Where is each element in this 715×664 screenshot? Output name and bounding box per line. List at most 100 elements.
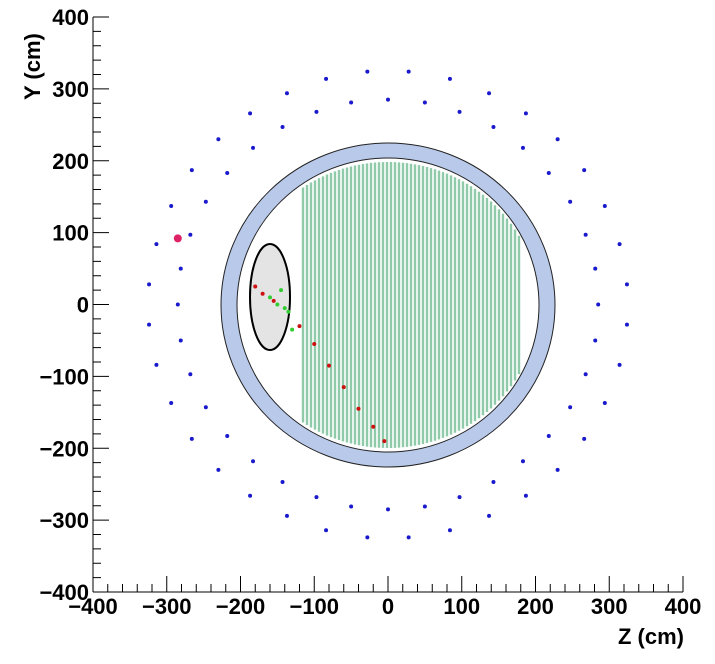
hit-point <box>457 495 462 500</box>
x-tick-label: 400 <box>665 594 702 619</box>
hit-point <box>147 282 152 287</box>
hit-point <box>169 400 174 405</box>
y-tick-label: 400 <box>52 5 89 30</box>
hit-point <box>248 493 253 498</box>
hit-point <box>422 504 427 509</box>
hit-point <box>282 306 287 311</box>
detector-layout <box>220 142 556 468</box>
hit-point <box>555 467 560 472</box>
hit-point <box>365 535 370 540</box>
hit-point <box>487 513 492 518</box>
hit-point <box>216 467 221 472</box>
y-tick-label: 200 <box>52 149 89 174</box>
hit-point <box>487 91 492 96</box>
x-tick-label: −400 <box>68 594 118 619</box>
hit-point <box>312 342 317 347</box>
hit-point <box>324 76 329 81</box>
y-tick-label: −300 <box>39 508 89 533</box>
hit-point <box>260 291 265 296</box>
hit-point <box>382 439 387 444</box>
hit-point <box>154 362 159 367</box>
hit-point <box>371 424 376 429</box>
y-tick-label: 0 <box>77 293 89 318</box>
hit-point <box>154 242 159 247</box>
y-tick-label: −200 <box>39 436 89 461</box>
hit-point <box>447 528 452 533</box>
hit-point <box>447 76 452 81</box>
hit-point <box>602 204 607 209</box>
hit-point <box>188 232 193 237</box>
hit-point <box>324 528 329 533</box>
hit-point <box>189 168 194 173</box>
hit-point <box>523 493 528 498</box>
hit-point <box>386 97 390 102</box>
hit-point <box>617 242 622 247</box>
hit-point <box>216 137 221 142</box>
x-axis-title: Z (cm) <box>618 624 684 649</box>
hit-point <box>593 266 598 271</box>
hit-point <box>624 322 629 327</box>
hit-point <box>406 535 411 540</box>
x-tick-label: −200 <box>216 594 266 619</box>
hit-point <box>546 434 551 439</box>
hit-point <box>225 434 230 439</box>
hit-point <box>280 480 285 485</box>
hit-point <box>491 124 496 129</box>
hit-point <box>251 145 256 150</box>
hit-point <box>173 234 182 243</box>
x-tick-label: 100 <box>443 594 480 619</box>
hit-point <box>284 91 289 96</box>
hit-point <box>225 170 230 175</box>
hit-point <box>271 298 276 303</box>
y-tick-label: 100 <box>52 221 89 246</box>
hit-point <box>286 309 291 314</box>
hit-point <box>602 400 607 405</box>
hit-point <box>546 170 551 175</box>
hit-point <box>356 406 361 411</box>
y-tick-label: −100 <box>39 364 89 389</box>
x-tick-label: −100 <box>289 594 339 619</box>
hit-point <box>386 507 390 512</box>
hit-point <box>457 109 462 114</box>
hit-point <box>178 266 183 271</box>
hit-point <box>147 322 152 327</box>
x-tick-label: 300 <box>591 594 628 619</box>
hit-point <box>248 111 253 116</box>
hit-point <box>189 436 194 441</box>
hit-point <box>568 405 573 410</box>
hit-point <box>491 480 496 485</box>
x-tick-label: 0 <box>382 594 394 619</box>
y-tick-label: 300 <box>52 77 89 102</box>
hit-point <box>175 302 180 307</box>
hit-point <box>523 111 528 116</box>
hit-point <box>203 405 208 410</box>
hit-point <box>582 436 587 441</box>
hit-point <box>596 302 601 307</box>
hit-point <box>520 459 525 464</box>
hit-point <box>349 100 354 105</box>
hit-point <box>422 100 427 105</box>
hit-point <box>253 284 258 289</box>
hit-point <box>583 372 588 377</box>
y-axis-title: Y (cm) <box>20 33 45 100</box>
x-tick-label: −300 <box>142 594 192 619</box>
hit-point <box>280 124 285 129</box>
hit-point <box>169 204 174 209</box>
hit-point <box>406 69 411 74</box>
x-tick-label: 200 <box>517 594 554 619</box>
hit-point <box>617 362 622 367</box>
hit-point <box>275 302 280 307</box>
hit-point <box>203 199 208 204</box>
hit-point <box>593 338 598 343</box>
hit-point <box>583 232 588 237</box>
hit-point <box>624 282 629 287</box>
hit-point <box>314 495 319 500</box>
hit-point <box>365 69 370 74</box>
hit-point <box>327 363 331 368</box>
hit-point <box>284 513 289 518</box>
hit-point <box>314 109 319 114</box>
hit-point <box>520 145 525 150</box>
hit-point <box>290 327 295 332</box>
hit-point <box>297 324 302 329</box>
